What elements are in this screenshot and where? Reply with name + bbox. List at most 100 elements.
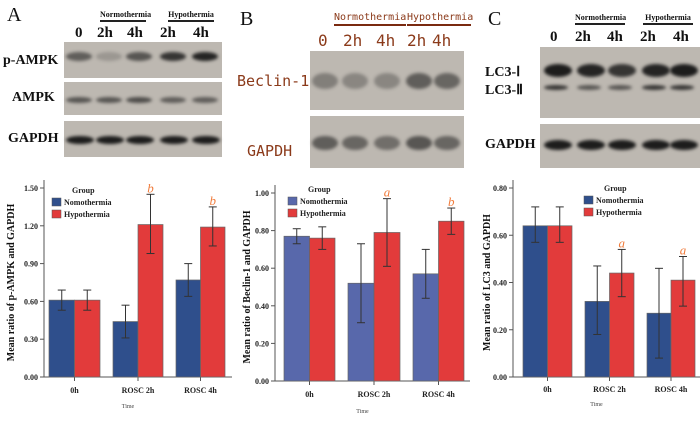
group-normothermia-a: Normothermia [100,10,151,22]
significance-label: a [619,235,626,250]
y-tick-label: 0.20 [493,326,507,335]
blot-strip [64,42,222,78]
x-tick-label: ROSC 4h [655,385,688,394]
blot-strip [540,47,700,118]
lane-label: 2h [407,31,427,50]
group-hypothermia-a: Hypothermia [168,10,214,22]
lane-label: 4h [673,29,689,45]
x-tick-label: 0h [305,390,314,399]
lane-label: 4h [432,31,452,50]
bar-hypothermia [74,299,101,378]
row-label-lc3-ii: LC3-Ⅱ [485,83,524,98]
legend-label: Nomothermia [300,197,348,206]
significance-label: a [384,185,391,200]
protein-band [642,85,666,90]
lane-label: 0 [318,31,328,50]
protein-band [406,73,432,89]
legend-swatch [583,195,594,205]
bar-nomothermia [522,225,548,378]
lane-label: 0 [550,29,558,45]
row-label-gapdh-a: GAPDH [8,131,59,146]
y-tick-label: 0.40 [493,279,507,288]
y-tick-label: 0.00 [255,377,269,386]
significance-label: b [448,194,455,209]
protein-band [544,140,572,150]
blot-strip [64,82,222,115]
legend-swatch [287,196,298,206]
group-hypothermia-b: Hypothermia [407,12,473,26]
x-tick-label: ROSC 2h [122,386,155,395]
y-tick-label: 0.80 [255,227,269,236]
bar-hypothermia [547,225,573,378]
y-axis-label: Mean ratio of p-AMPK and GAPDH [6,204,17,362]
protein-band [192,136,220,144]
lane-label: 4h [376,31,396,50]
lane-label: 4h [607,29,623,45]
protein-band [66,97,92,103]
bar-chart-1: 0.00 0.30 0.60 0.90 1.20 1.50 Mean ratio of p-… [6,180,232,410]
protein-band [434,136,460,150]
protein-band [312,136,338,150]
row-label-gapdh-b: GAPDH [247,142,293,160]
y-tick-label: 0.60 [493,231,507,240]
panel-label-c: C [488,8,502,30]
legend-label: Nomothermia [596,196,644,205]
protein-band [670,64,698,77]
protein-band [374,136,400,150]
protein-band [66,52,92,61]
protein-band [160,136,188,144]
legend-label: Nomothermia [64,198,112,207]
protein-band [544,85,568,90]
bar-nomothermia [48,299,75,378]
bar-hypothermia [200,226,226,378]
significance-label: b [147,180,154,195]
legend-swatch [287,208,298,218]
y-tick-label: 0.60 [24,297,38,306]
row-label-p-ampk: p-AMPK [3,53,59,68]
y-tick-label: 0.20 [255,339,269,348]
legend-swatch [583,207,594,217]
blot-strip [310,116,464,168]
protein-band [544,64,572,77]
legend-title: Group [72,186,95,195]
lane-label: 2h [97,25,113,41]
protein-band [192,52,218,61]
protein-band [160,52,186,61]
y-tick-label: 0.80 [493,184,507,193]
lane-label: 0 [75,25,83,41]
row-label-beclin-1: Beclin-1 [237,72,310,90]
bar-chart-2: 0.00 0.20 0.40 0.60 0.80 1.00 Mean ratio of Be… [242,185,470,415]
legend-label: Hypothermia [64,210,110,219]
blot-strip [310,51,464,110]
group-hypothermia-c: Hypothermia [643,13,693,25]
x-axis-label: Time [122,404,135,410]
row-label-ampk: AMPK [12,90,55,105]
x-tick-label: ROSC 2h [358,390,391,399]
significance-label: b [210,193,217,208]
x-tick-label: ROSC 2h [593,385,626,394]
x-tick-label: 0h [543,385,552,394]
protein-band [160,97,186,103]
protein-band [670,85,694,90]
group-normothermia-b: Normothermia [334,12,406,26]
y-tick-label: 0.30 [24,335,38,344]
protein-band [670,140,698,150]
x-tick-label: ROSC 4h [422,390,455,399]
legend-title: Group [604,184,627,193]
protein-band [96,97,122,103]
panel-label-b: B [240,8,254,30]
y-tick-label: 1.50 [24,184,38,193]
protein-band [96,136,124,144]
legend-label: Hypothermia [300,209,346,218]
y-axis-label: Mean ratio of Beclin-1 and GAPDH [242,210,253,363]
lane-label: 2h [343,31,363,50]
x-tick-label: ROSC 4h [184,386,217,395]
significance-label: a [680,243,687,258]
protein-band [96,52,122,61]
protein-band [192,97,218,103]
blot-strip [540,124,700,168]
protein-band [126,97,152,103]
protein-band [342,136,368,150]
bar-hypothermia [438,220,465,382]
protein-band [66,136,94,144]
